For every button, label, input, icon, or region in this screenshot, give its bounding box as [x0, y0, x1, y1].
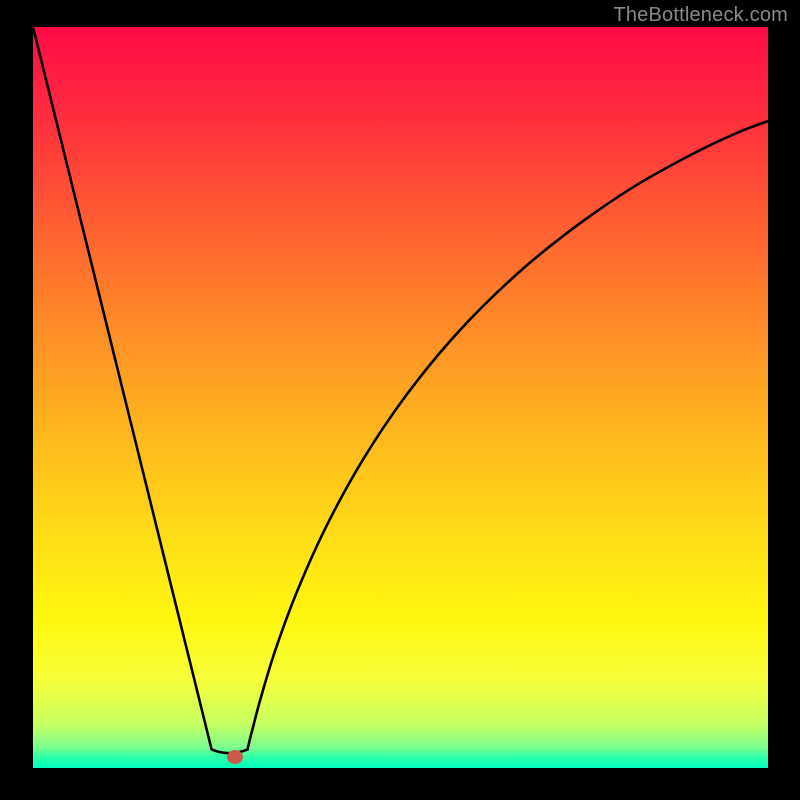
- optimum-marker: [227, 750, 243, 764]
- plot-area: [33, 27, 768, 768]
- curve-path: [33, 27, 768, 753]
- watermark-text: TheBottleneck.com: [613, 4, 788, 27]
- bottleneck-curve: [33, 27, 768, 768]
- outer-frame: TheBottleneck.com: [0, 0, 800, 800]
